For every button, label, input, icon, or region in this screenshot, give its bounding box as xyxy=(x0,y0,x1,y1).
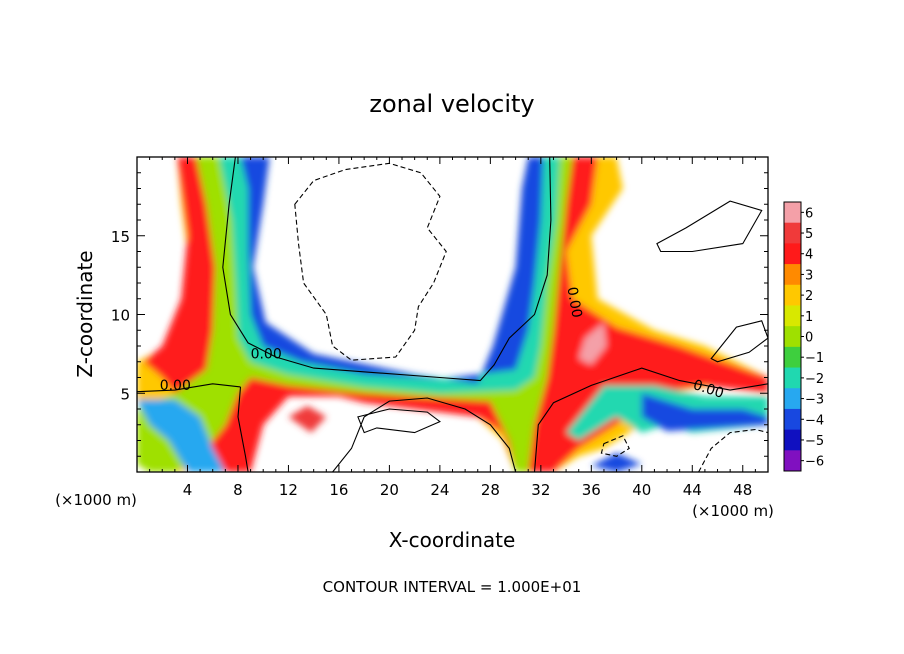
colorbar-cell-2 xyxy=(784,243,801,265)
x-tick-label-3: 16 xyxy=(329,481,348,499)
colorbar-label-8: −2 xyxy=(805,372,824,387)
x-unit-left: (×1000 m) xyxy=(55,491,137,509)
y-axis-ticks: 5 10 15 xyxy=(111,172,768,457)
colorbar-cell-0 xyxy=(784,202,801,224)
contour-line-1 xyxy=(137,383,241,393)
colorbar-label-3: 3 xyxy=(805,268,813,283)
contour-line-0 xyxy=(222,157,552,382)
colorbar-cell-11 xyxy=(784,429,801,451)
x-tick-label-8: 36 xyxy=(582,481,601,499)
x-tick-label-4: 20 xyxy=(380,481,399,499)
x-tick-label-0: 4 xyxy=(183,481,193,499)
colorbar-label-6: 0 xyxy=(805,331,813,346)
colorbar-label-10: −4 xyxy=(805,413,824,428)
contour-band-8 xyxy=(578,322,607,365)
colorbar-label-1: 5 xyxy=(805,227,813,242)
contour-band-4 xyxy=(240,157,544,384)
contour-lines xyxy=(137,157,768,472)
contour-band-6 xyxy=(641,393,768,432)
x-axis-ticks: 4 8 12 16 20 24 28 32 36 40 44 48 xyxy=(149,157,756,499)
x-unit-right: (×1000 m) xyxy=(692,502,774,520)
contour-line-6 xyxy=(357,408,441,434)
x-tick-label-7: 32 xyxy=(531,481,550,499)
y-axis-label: Z-coordinate xyxy=(73,250,97,377)
colorbar-label-4: 2 xyxy=(805,289,813,304)
colorbar-label-7: −1 xyxy=(805,351,824,366)
filled-contours xyxy=(137,157,768,472)
colorbar-label-5: 1 xyxy=(805,310,813,325)
contour-line-4 xyxy=(656,200,763,253)
contour-band-10 xyxy=(591,453,642,472)
colorbar-cell-1 xyxy=(784,222,801,244)
colorbar-label-11: −5 xyxy=(805,434,824,449)
colorbar-cell-10 xyxy=(784,408,801,431)
contour-line-2 xyxy=(237,386,249,472)
colorbar-label-9: −3 xyxy=(805,393,824,408)
colorbar-cell-4 xyxy=(784,284,801,306)
colorbar-cell-6 xyxy=(784,326,801,348)
colorbar-cell-5 xyxy=(784,305,801,327)
contour-interval-note: CONTOUR INTERVAL = 1.000E+01 xyxy=(323,578,582,596)
contour-line-3 xyxy=(533,367,768,472)
contour-label-0: 0.00 xyxy=(251,347,282,363)
contour-line-10 xyxy=(698,428,768,472)
colorbar-cell-12 xyxy=(784,450,801,472)
contour-line-7 xyxy=(332,397,517,472)
contour-band-7 xyxy=(137,399,226,472)
colorbar-label-0: 6 xyxy=(805,206,813,221)
contour-band-9 xyxy=(288,405,327,433)
x-tick-label-2: 12 xyxy=(279,481,298,499)
colorbar-label-12: −6 xyxy=(805,455,824,470)
x-axis-label: X-coordinate xyxy=(389,528,516,552)
contour-line-9 xyxy=(600,435,630,457)
colorbar-label-2: 4 xyxy=(805,248,813,263)
colorbar-cell-8 xyxy=(784,367,801,389)
chart-title: zonal velocity xyxy=(369,90,534,118)
contour-label-2: 0.00 xyxy=(563,286,584,319)
x-tick-label-11: 48 xyxy=(733,481,752,499)
contour-line-8 xyxy=(294,162,447,361)
x-tick-label-1: 8 xyxy=(233,481,243,499)
colorbar-cell-7 xyxy=(784,346,801,369)
contour-line-5 xyxy=(710,320,768,363)
colorbar-cell-3 xyxy=(784,264,801,286)
y-tick-label-0: 5 xyxy=(120,385,130,403)
y-tick-label-2: 15 xyxy=(111,228,130,246)
x-tick-label-10: 44 xyxy=(683,481,702,499)
y-tick-label-1: 10 xyxy=(111,307,130,325)
colorbar: 6 5 4 3 2 1 0 −1 −2 −3 −4 −5 −6 xyxy=(783,201,824,472)
x-tick-label-5: 24 xyxy=(430,481,449,499)
x-tick-label-6: 28 xyxy=(481,481,500,499)
contour-label-1: 0.00 xyxy=(160,378,191,394)
x-tick-label-9: 40 xyxy=(632,481,651,499)
colorbar-cell-9 xyxy=(784,388,801,410)
